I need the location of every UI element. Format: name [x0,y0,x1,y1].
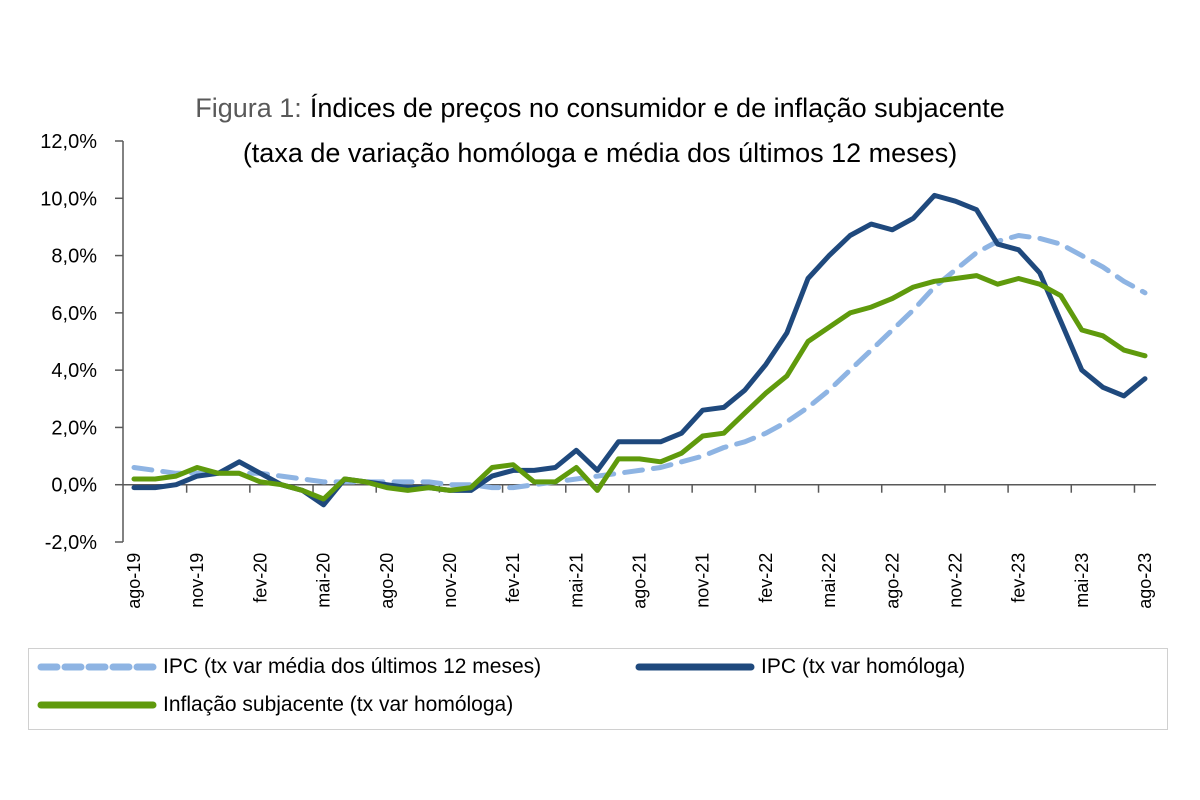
x-tick-label: fev-20 [250,553,270,603]
x-tick-label: fev-21 [503,553,523,603]
x-tick-label: nov-22 [945,553,965,608]
chart-subtitle: (taxa de variação homóloga e média dos ú… [243,138,957,168]
x-axis-ticks: ago-19 nov-19 fev-20 mai-20 ago-20 nov-20 fev-… [124,484,1155,609]
y-tick-label: 6,0% [51,303,97,325]
legend-item-inflacao-subjacente: Inflação subjacente (tx var homóloga) [37,693,513,717]
legend: IPC (tx var média dos últimos 12 meses) … [28,648,1168,730]
y-tick-label: 10,0% [40,188,97,210]
title-prefix: Figura 1: [195,93,302,123]
legend-item-ipc-media: IPC (tx var média dos últimos 12 meses) [37,655,541,679]
x-tick-label: ago-20 [377,553,397,609]
y-tick-label: 8,0% [51,246,97,268]
y-tick-label: 0,0% [51,475,97,497]
legend-label: IPC (tx var homóloga) [761,655,966,678]
x-tick-label: fev-23 [1009,553,1029,603]
x-tick-label: mai-21 [566,553,586,608]
y-axis-ticks: -2,0% 0,0% 2,0% 4,0% 6,0% 8,0% 10,0% 12,0% [40,131,123,554]
x-tick-label: ago-22 [882,553,902,609]
y-tick-label: 4,0% [51,360,97,382]
x-tick-label: nov-20 [440,553,460,608]
x-tick-label: mai-22 [819,553,839,608]
legend-swatch-dark-blue [635,663,755,671]
x-tick-label: nov-19 [187,553,207,608]
series-line-0 [131,233,1148,491]
legend-label: IPC (tx var média dos últimos 12 meses) [163,655,542,678]
y-tick-label: 2,0% [51,417,97,439]
y-tick-label: -2,0% [45,532,97,554]
chart-title: Figura 1: Índices de preços no consumidor… [195,93,1005,123]
x-tick-label: ago-23 [1135,553,1155,609]
legend-label: Inflação subjacente (tx var homóloga) [163,693,514,716]
series-line-2 [131,273,1148,502]
title-text: Índices de preços no consumidor e de inf… [310,93,1005,123]
x-tick-label: ago-21 [630,553,650,609]
x-tick-label: fev-22 [756,553,776,603]
x-tick-label: ago-19 [124,553,144,609]
series-lines [131,192,1148,508]
x-tick-label: nov-21 [693,553,713,608]
legend-swatch-dashed-light-blue [37,663,157,671]
legend-swatch-green [37,701,157,709]
x-tick-label: mai-23 [1072,553,1092,608]
legend-item-ipc-homologa: IPC (tx var homóloga) [635,655,965,679]
axes [122,141,1156,542]
x-tick-label: mai-20 [314,553,334,608]
y-tick-label: 12,0% [40,131,97,153]
